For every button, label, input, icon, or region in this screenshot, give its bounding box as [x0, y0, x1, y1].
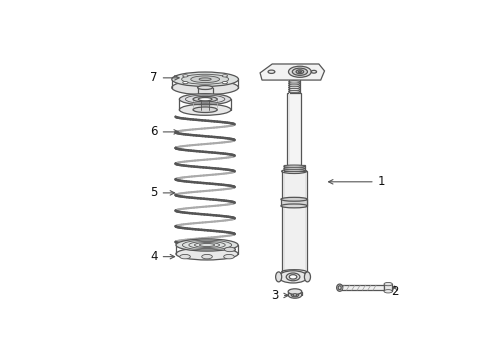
Text: 7: 7 — [150, 71, 179, 84]
Bar — [339, 285, 383, 290]
Ellipse shape — [181, 74, 228, 84]
Ellipse shape — [190, 76, 219, 82]
Ellipse shape — [288, 66, 311, 77]
Ellipse shape — [281, 270, 306, 274]
Bar — [283, 165, 304, 171]
Ellipse shape — [183, 75, 188, 77]
Ellipse shape — [197, 86, 212, 90]
Ellipse shape — [193, 107, 217, 112]
Text: 2: 2 — [390, 285, 398, 298]
Text: 5: 5 — [150, 186, 174, 199]
Ellipse shape — [280, 204, 307, 208]
Ellipse shape — [338, 286, 341, 290]
Ellipse shape — [283, 169, 304, 171]
Ellipse shape — [176, 248, 238, 260]
Ellipse shape — [199, 78, 211, 81]
Ellipse shape — [198, 98, 211, 101]
Ellipse shape — [171, 72, 238, 86]
Ellipse shape — [292, 294, 296, 296]
Ellipse shape — [180, 255, 190, 259]
Ellipse shape — [304, 272, 310, 282]
Bar — [287, 93, 301, 165]
Bar — [288, 93, 290, 165]
Ellipse shape — [275, 272, 281, 282]
Ellipse shape — [222, 75, 227, 77]
Ellipse shape — [179, 104, 230, 115]
Ellipse shape — [197, 97, 212, 100]
Ellipse shape — [383, 283, 391, 286]
Ellipse shape — [288, 86, 299, 89]
Ellipse shape — [176, 239, 238, 251]
Ellipse shape — [311, 70, 316, 73]
Ellipse shape — [183, 81, 188, 84]
Ellipse shape — [285, 273, 299, 281]
Ellipse shape — [288, 85, 299, 87]
Ellipse shape — [283, 165, 304, 167]
Ellipse shape — [288, 90, 299, 93]
Polygon shape — [260, 64, 324, 80]
Ellipse shape — [224, 247, 235, 252]
Text: 3: 3 — [271, 289, 288, 302]
Ellipse shape — [202, 255, 212, 259]
Ellipse shape — [288, 92, 299, 94]
Ellipse shape — [222, 81, 227, 84]
Bar — [201, 99, 208, 111]
Ellipse shape — [287, 289, 301, 294]
Ellipse shape — [288, 83, 299, 85]
Ellipse shape — [193, 96, 217, 102]
Bar — [383, 284, 391, 291]
Ellipse shape — [292, 68, 307, 75]
Ellipse shape — [283, 167, 304, 169]
Ellipse shape — [280, 197, 307, 201]
Ellipse shape — [383, 290, 391, 293]
Text: 6: 6 — [150, 125, 178, 138]
Bar — [281, 171, 306, 272]
Ellipse shape — [278, 271, 307, 283]
Ellipse shape — [336, 284, 342, 291]
Ellipse shape — [290, 293, 298, 297]
Ellipse shape — [295, 70, 303, 74]
Ellipse shape — [281, 169, 306, 174]
Ellipse shape — [223, 255, 234, 259]
Text: 1: 1 — [328, 175, 385, 188]
Ellipse shape — [288, 81, 299, 83]
Bar — [280, 199, 307, 206]
Ellipse shape — [171, 80, 238, 95]
Ellipse shape — [298, 71, 301, 73]
Ellipse shape — [267, 70, 274, 73]
Ellipse shape — [289, 275, 296, 279]
Ellipse shape — [288, 88, 299, 90]
Text: 4: 4 — [150, 250, 174, 263]
Ellipse shape — [287, 292, 301, 298]
Ellipse shape — [179, 94, 230, 105]
